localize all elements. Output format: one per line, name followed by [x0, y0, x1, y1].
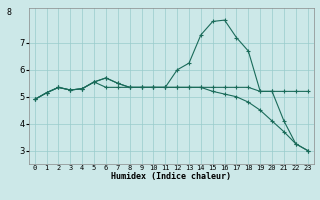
X-axis label: Humidex (Indice chaleur): Humidex (Indice chaleur) [111, 172, 231, 181]
Text: 8: 8 [7, 8, 12, 17]
